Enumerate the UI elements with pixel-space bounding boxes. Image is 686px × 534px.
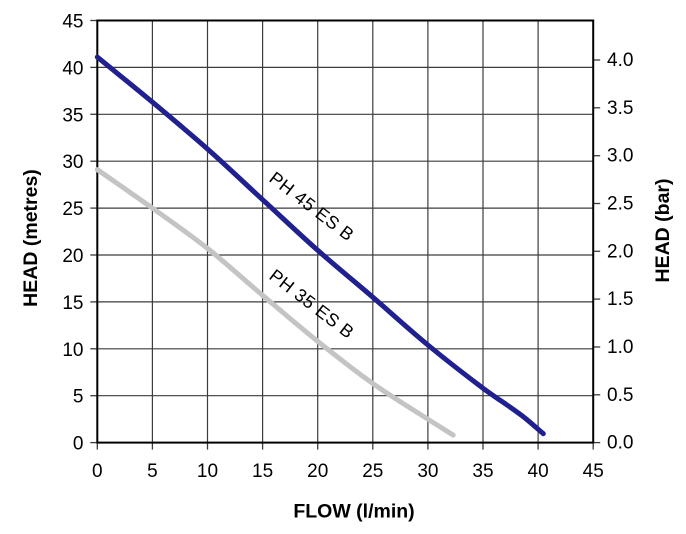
svg-text:10: 10 [62, 340, 83, 361]
svg-text:2.0: 2.0 [607, 241, 633, 262]
svg-text:35: 35 [472, 461, 493, 482]
svg-text:HEAD (metres): HEAD (metres) [20, 169, 42, 307]
svg-text:1.5: 1.5 [607, 289, 633, 310]
svg-text:1.0: 1.0 [607, 337, 633, 358]
svg-text:45: 45 [583, 461, 604, 482]
svg-text:0.0: 0.0 [607, 433, 633, 454]
svg-text:5: 5 [147, 461, 158, 482]
svg-text:40: 40 [62, 58, 83, 79]
svg-text:2.5: 2.5 [607, 194, 633, 215]
svg-text:25: 25 [362, 461, 383, 482]
svg-text:0: 0 [92, 461, 103, 482]
svg-text:20: 20 [62, 246, 83, 267]
svg-text:5: 5 [73, 387, 84, 408]
svg-text:20: 20 [307, 461, 328, 482]
svg-text:40: 40 [528, 461, 549, 482]
svg-text:10: 10 [197, 461, 218, 482]
svg-text:4.0: 4.0 [607, 50, 633, 71]
svg-text:0.5: 0.5 [607, 385, 633, 406]
svg-text:15: 15 [62, 293, 83, 314]
svg-text:35: 35 [62, 105, 83, 126]
svg-text:30: 30 [62, 152, 83, 173]
svg-text:3.5: 3.5 [607, 98, 633, 119]
svg-text:15: 15 [252, 461, 273, 482]
svg-text:45: 45 [62, 12, 83, 33]
svg-text:0: 0 [73, 434, 84, 455]
svg-text:30: 30 [417, 461, 438, 482]
svg-text:HEAD (bar): HEAD (bar) [652, 178, 674, 282]
svg-text:3.0: 3.0 [607, 146, 633, 167]
svg-text:25: 25 [62, 199, 83, 220]
svg-text:FLOW (l/min): FLOW (l/min) [293, 501, 414, 523]
